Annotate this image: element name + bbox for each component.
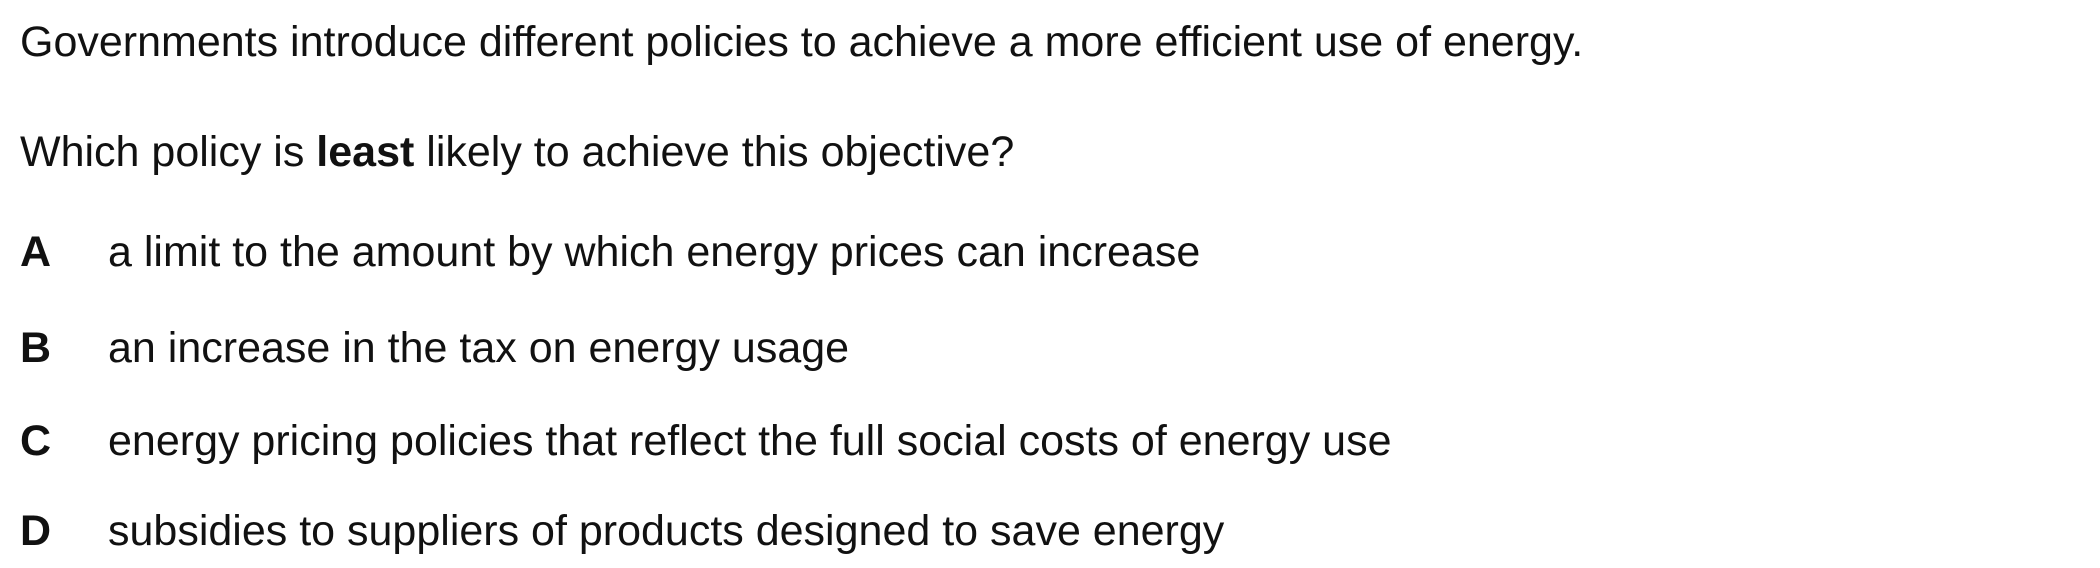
option-c-text: energy pricing policies that reflect the… xyxy=(108,417,1392,465)
question-stem: Which policy is least likely to achieve … xyxy=(20,126,1014,178)
option-a-letter: A xyxy=(20,228,52,276)
option-d-text: subsidies to suppliers of products desig… xyxy=(108,507,1225,555)
option-d-letter: D xyxy=(20,507,52,555)
option-b-text: an increase in the tax on energy usage xyxy=(108,324,850,372)
question-stem-emphasis: least xyxy=(316,128,415,176)
question-stem-end: likely to achieve this objective? xyxy=(414,128,1015,176)
option-c-letter: C xyxy=(20,417,52,465)
option-b-letter: B xyxy=(20,324,52,372)
question-stem-start: Which policy is xyxy=(20,128,317,176)
option-a-text: a limit to the amount by which energy pr… xyxy=(108,228,1201,276)
question-intro: Governments introduce different policies… xyxy=(20,18,1584,66)
